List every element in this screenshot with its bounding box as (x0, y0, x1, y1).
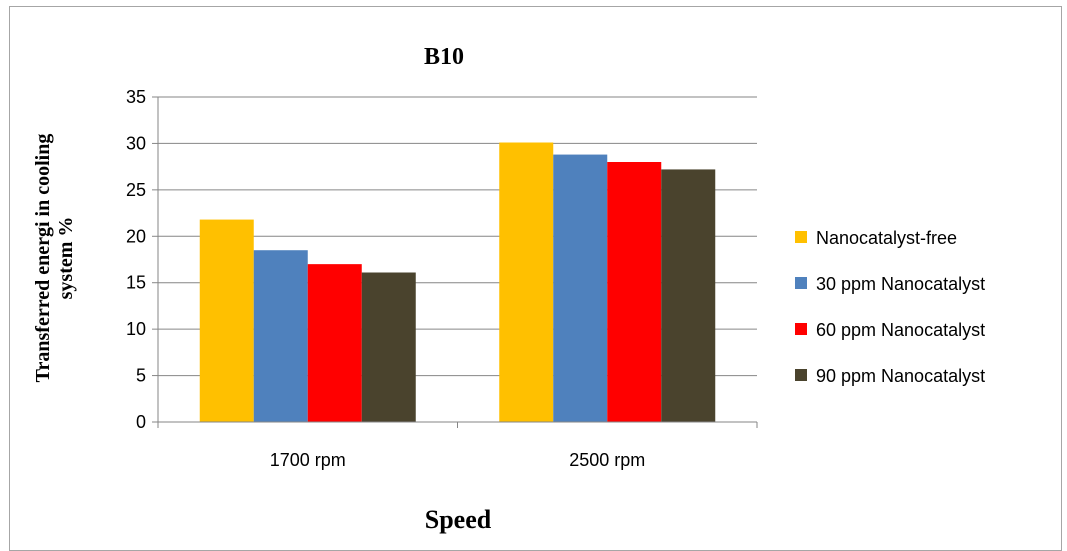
legend-swatch (795, 231, 807, 243)
y-axis-title-line-1: Transferred energi in cooling (32, 134, 54, 383)
legend-label: 90 ppm Nanocatalyst (816, 366, 985, 386)
bar (661, 169, 716, 422)
x-tick-label: 1700 rpm (270, 450, 346, 470)
y-tick-label: 30 (126, 133, 146, 153)
bar (199, 219, 254, 422)
chart-title: B10 (424, 44, 464, 70)
bar (253, 250, 308, 422)
bar (307, 264, 362, 422)
y-tick-label: 0 (136, 412, 146, 432)
legend-swatch (795, 277, 807, 289)
y-axis-title: Transferred energi in cooling system % (32, 134, 77, 383)
y-tick-label: 10 (126, 319, 146, 339)
x-axis-title: Speed (425, 505, 492, 534)
x-tick-label: 2500 rpm (569, 450, 645, 470)
legend-label: Nanocatalyst-free (816, 228, 957, 248)
y-tick-label: 15 (126, 273, 146, 293)
bars (199, 142, 716, 423)
bar (499, 142, 554, 422)
legend-swatch (795, 323, 807, 335)
legend-label: 60 ppm Nanocatalyst (816, 320, 985, 340)
legend: Nanocatalyst-free 30 ppm Nanocatalyst 60 p… (795, 228, 985, 386)
y-tick-label: 20 (126, 226, 146, 246)
y-tick-label: 25 (126, 180, 146, 200)
y-axis-title-line-2: system % (55, 217, 77, 300)
bar (553, 154, 608, 423)
x-axis-ticks: 1700 rpm 2500 rpm (157, 422, 758, 470)
y-tick-label: 5 (136, 366, 146, 386)
legend-label: 30 ppm Nanocatalyst (816, 274, 985, 294)
bar (607, 162, 662, 422)
legend-swatch (795, 369, 807, 381)
bar (361, 272, 416, 422)
y-axis-ticks: 0 5 10 15 20 25 30 35 (126, 87, 158, 432)
y-tick-label: 35 (126, 87, 146, 107)
